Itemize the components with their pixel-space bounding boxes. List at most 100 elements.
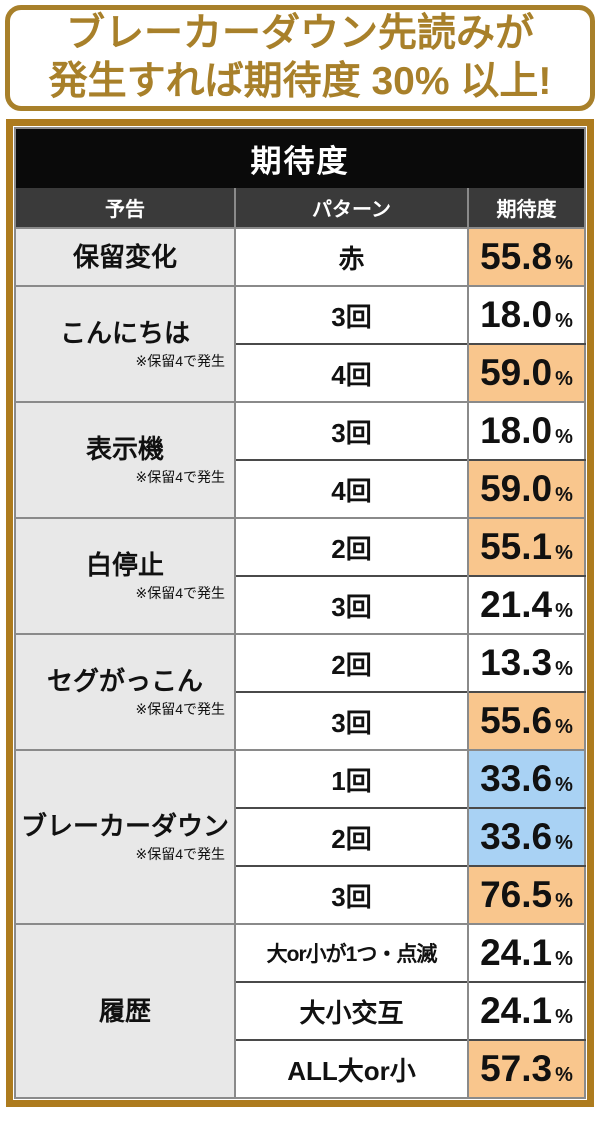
- group-label: こんにちは: [59, 317, 190, 348]
- value-cell: 24.1%: [467, 981, 585, 1040]
- value-cell: 24.1%: [467, 923, 585, 982]
- percent-value: 21.4: [480, 584, 553, 625]
- value-cell: 76.5%: [467, 865, 585, 924]
- group-note: ※保留4で発生: [135, 352, 225, 369]
- percent-sign: %: [555, 1006, 573, 1028]
- table-row: 4回 59.0%: [15, 343, 585, 402]
- pattern-cell: 3回: [234, 691, 468, 750]
- table-row: 3回 21.4%: [15, 575, 585, 634]
- percent-sign: %: [555, 832, 573, 854]
- value-cell: 55.8%: [467, 227, 585, 286]
- value-cell: 21.4%: [467, 575, 585, 634]
- group-label: セグがっこん: [46, 665, 203, 696]
- column-header-row: 予告 パターン 期待度: [15, 188, 585, 228]
- table-row: 履歴 大or小が1つ・点滅 24.1%: [15, 923, 585, 1098]
- percent-value: 24.1: [480, 990, 553, 1031]
- percent-sign: %: [555, 310, 573, 332]
- value-cell: 55.1%: [467, 517, 585, 576]
- pattern-cell: 4回: [234, 459, 468, 518]
- value-cell: 55.6%: [467, 691, 585, 750]
- group-cell: 保留変化: [15, 227, 235, 286]
- pattern-cell: 4回: [234, 343, 468, 402]
- group-label: 保留変化: [72, 242, 177, 272]
- column-header-notice: 予告: [15, 188, 235, 228]
- percent-value: 18.0: [480, 294, 553, 335]
- table-row: セグがっこん ※保留4で発生 2回 13.3%: [15, 633, 585, 750]
- percent-value: 59.0: [480, 468, 553, 509]
- data-table: 期待度 予告 パターン 期待度 保留変化 赤 55.8%: [14, 127, 586, 1099]
- percent-value: 13.3: [480, 642, 553, 683]
- value-cell: 18.0%: [467, 285, 585, 344]
- column-header-pattern: パターン: [234, 188, 468, 228]
- group-cell: 表示機 ※保留4で発生: [15, 401, 235, 518]
- percent-sign: %: [555, 716, 573, 738]
- percent-sign: %: [555, 948, 573, 970]
- table-row: 3回 76.5%: [15, 865, 585, 924]
- table-row: 3回 55.6%: [15, 691, 585, 750]
- value-cell: 59.0%: [467, 459, 585, 518]
- pattern-cell: 大or小が1つ・点滅: [234, 923, 468, 982]
- table-row: こんにちは ※保留4で発生 3回 18.0%: [15, 285, 585, 402]
- percent-value: 55.8: [480, 236, 553, 277]
- group-label: ブレーカーダウン: [20, 810, 229, 841]
- percent-value: 59.0: [480, 352, 553, 393]
- value-cell: 18.0%: [467, 401, 585, 460]
- value-cell: 13.3%: [467, 633, 585, 692]
- value-cell: 57.3%: [467, 1039, 585, 1099]
- percent-sign: %: [555, 484, 573, 506]
- column-header-expectation: 期待度: [467, 188, 585, 228]
- group-label: 白停止: [85, 549, 164, 580]
- pattern-cell: 大小交互: [234, 981, 468, 1040]
- banner-line-1: ブレーカーダウン先読みが: [65, 12, 534, 55]
- table-title-row: 期待度: [15, 128, 585, 188]
- group-label: 表示機: [85, 433, 164, 464]
- group-cell: ブレーカーダウン ※保留4で発生: [15, 749, 235, 924]
- percent-value: 76.5: [480, 874, 553, 915]
- table-row: 4回 59.0%: [15, 459, 585, 518]
- pattern-cell: 赤: [234, 227, 468, 286]
- pattern-cell: 3回: [234, 401, 468, 460]
- group-note: ※保留4で発生: [135, 584, 225, 601]
- title-banner: ブレーカーダウン先読みが 発生すれば期待度 30% 以上!: [5, 5, 595, 111]
- pattern-cell: 3回: [234, 575, 468, 634]
- table-row: 大小交互 24.1%: [15, 981, 585, 1040]
- table-row: 表示機 ※保留4で発生 3回 18.0%: [15, 401, 585, 518]
- expectation-table: 期待度 予告 パターン 期待度 保留変化 赤 55.8%: [6, 119, 594, 1107]
- percent-sign: %: [555, 368, 573, 390]
- group-cell: こんにちは ※保留4で発生: [15, 285, 235, 402]
- pattern-cell: ALL大or小: [234, 1039, 468, 1099]
- percent-value: 24.1: [480, 932, 553, 973]
- percent-sign: %: [555, 542, 573, 564]
- percent-sign: %: [555, 658, 573, 680]
- table-row: 2回 33.6%: [15, 807, 585, 866]
- group-cell: 白停止 ※保留4で発生: [15, 517, 235, 634]
- pattern-cell: 2回: [234, 517, 468, 576]
- pattern-cell: 2回: [234, 807, 468, 866]
- percent-sign: %: [555, 890, 573, 912]
- group-cell: 履歴: [15, 923, 235, 1098]
- percent-value: 55.1: [480, 526, 553, 567]
- value-cell: 33.6%: [467, 807, 585, 866]
- group-note: ※保留4で発生: [135, 845, 225, 862]
- value-cell: 33.6%: [467, 749, 585, 808]
- percent-value: 57.3: [480, 1048, 553, 1089]
- percent-value: 18.0: [480, 410, 553, 451]
- table-title: 期待度: [15, 128, 585, 188]
- table-row: 白停止 ※保留4で発生 2回 55.1%: [15, 517, 585, 634]
- percent-sign: %: [555, 600, 573, 622]
- value-cell: 59.0%: [467, 343, 585, 402]
- percent-sign: %: [555, 426, 573, 448]
- group-cell: セグがっこん ※保留4で発生: [15, 633, 235, 750]
- banner-line-2: 発生すれば期待度 30% 以上!: [48, 60, 552, 103]
- table-row: 保留変化 赤 55.8%: [15, 227, 585, 286]
- pattern-cell: 1回: [234, 749, 468, 808]
- pattern-cell: 3回: [234, 285, 468, 344]
- percent-value: 33.6: [480, 816, 553, 857]
- percent-value: 33.6: [480, 758, 553, 799]
- pattern-cell: 2回: [234, 633, 468, 692]
- pattern-cell: 3回: [234, 865, 468, 924]
- percent-sign: %: [555, 1064, 573, 1086]
- group-note: ※保留4で発生: [135, 700, 225, 717]
- table-row: ALL大or小 57.3%: [15, 1039, 585, 1099]
- group-note: ※保留4で発生: [135, 468, 225, 485]
